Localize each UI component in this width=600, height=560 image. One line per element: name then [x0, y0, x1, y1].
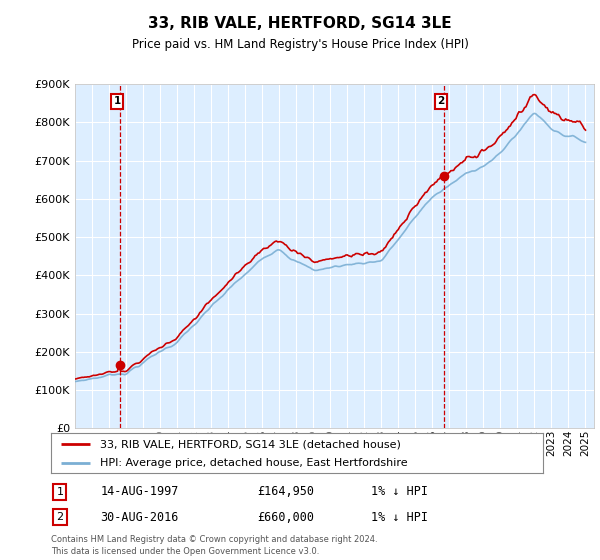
Text: 30-AUG-2016: 30-AUG-2016 — [100, 511, 179, 524]
Text: £660,000: £660,000 — [257, 511, 314, 524]
Text: 1% ↓ HPI: 1% ↓ HPI — [371, 485, 428, 498]
Text: 33, RIB VALE, HERTFORD, SG14 3LE: 33, RIB VALE, HERTFORD, SG14 3LE — [148, 16, 452, 31]
Text: 1: 1 — [56, 487, 64, 497]
Text: HPI: Average price, detached house, East Hertfordshire: HPI: Average price, detached house, East… — [100, 458, 408, 468]
Text: £164,950: £164,950 — [257, 485, 314, 498]
Text: 2: 2 — [437, 96, 445, 106]
Text: This data is licensed under the Open Government Licence v3.0.: This data is licensed under the Open Gov… — [51, 547, 319, 556]
Text: 1: 1 — [113, 96, 121, 106]
Text: 14-AUG-1997: 14-AUG-1997 — [100, 485, 179, 498]
Text: Price paid vs. HM Land Registry's House Price Index (HPI): Price paid vs. HM Land Registry's House … — [131, 38, 469, 50]
Text: 33, RIB VALE, HERTFORD, SG14 3LE (detached house): 33, RIB VALE, HERTFORD, SG14 3LE (detach… — [100, 439, 401, 449]
Text: 1% ↓ HPI: 1% ↓ HPI — [371, 511, 428, 524]
Text: 2: 2 — [56, 512, 64, 522]
Text: Contains HM Land Registry data © Crown copyright and database right 2024.: Contains HM Land Registry data © Crown c… — [51, 535, 377, 544]
